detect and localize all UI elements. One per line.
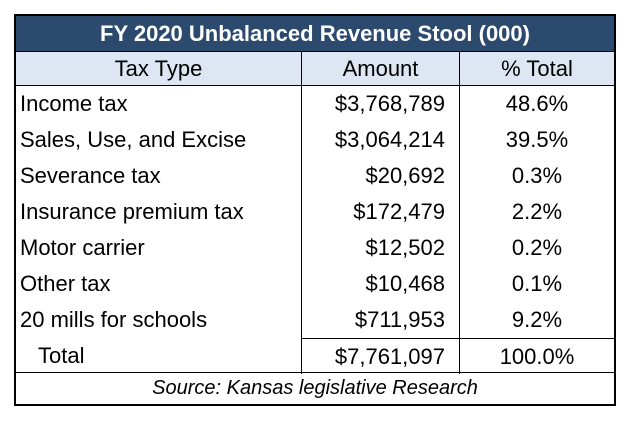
amount-cell: $3,768,789 [302, 86, 460, 122]
amount-cell: $3,064,214 [302, 122, 460, 158]
table-row: Sales, Use, and Excise $3,064,214 39.5% [16, 122, 614, 158]
tax-type-cell: Severance tax [16, 158, 302, 194]
total-label: Total [16, 338, 302, 374]
total-pct: 100.0% [460, 338, 614, 374]
amount-cell: $172,479 [302, 194, 460, 230]
table-body: Income tax $3,768,789 48.6% Sales, Use, … [16, 86, 614, 338]
tax-type-cell: Sales, Use, and Excise [16, 122, 302, 158]
total-row: Total $7,761,097 100.0% [16, 338, 614, 374]
amount-cell: $20,692 [302, 158, 460, 194]
tax-type-cell: Other tax [16, 266, 302, 302]
header-amount: Amount [302, 52, 460, 85]
amount-cell: $711,953 [302, 302, 460, 338]
pct-cell: 48.6% [505, 91, 569, 116]
header-pct-total: % Total [501, 55, 573, 81]
pct-cell: 0.3% [511, 163, 563, 188]
pct-cell: 2.2% [511, 199, 563, 224]
table-row: 20 mills for schools $711,953 9.2% [16, 302, 614, 338]
table-header-row: Tax Type Amount % Total [16, 52, 614, 86]
pct-cell: 39.5% [505, 127, 569, 152]
pct-cell: 9.2% [511, 307, 563, 332]
tax-type-cell: 20 mills for schools [16, 302, 302, 338]
source-note: Source: Kansas legislative Research [16, 372, 614, 404]
table-row: Insurance premium tax $172,479 2.2% [16, 194, 614, 230]
pct-cell: 0.1% [511, 271, 563, 296]
amount-cell: $12,502 [302, 230, 460, 266]
header-tax-type: Tax Type [16, 52, 302, 85]
total-amount: $7,761,097 [302, 338, 460, 374]
tax-type-cell: Income tax [16, 86, 302, 122]
table-row: Income tax $3,768,789 48.6% [16, 86, 614, 122]
table-row: Other tax $10,468 0.1% [16, 266, 614, 302]
tax-type-cell: Motor carrier [16, 230, 302, 266]
tax-type-cell: Insurance premium tax [16, 194, 302, 230]
pct-cell: 0.2% [511, 235, 563, 260]
revenue-table: FY 2020 Unbalanced Revenue Stool (000) T… [14, 14, 616, 406]
table-row: Severance tax $20,692 0.3% [16, 158, 614, 194]
table-title: FY 2020 Unbalanced Revenue Stool (000) [16, 16, 614, 52]
amount-cell: $10,468 [302, 266, 460, 302]
table-row: Motor carrier $12,502 0.2% [16, 230, 614, 266]
